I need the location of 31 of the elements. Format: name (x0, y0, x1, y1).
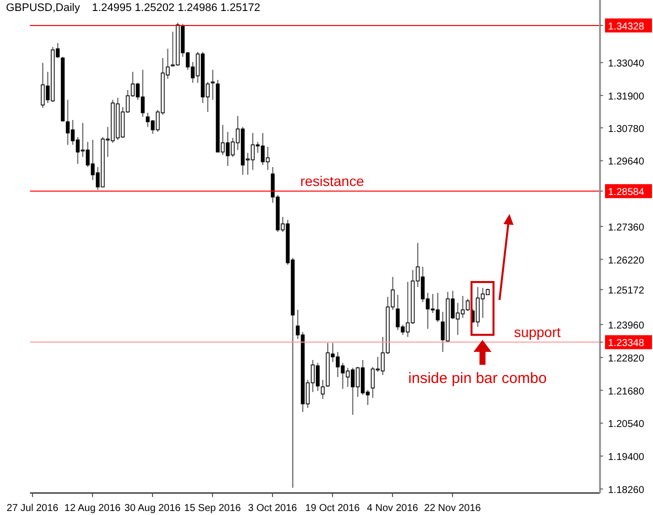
y-tick-label: 1.19400 (608, 452, 645, 464)
y-tick-label: 1.26220 (608, 255, 645, 266)
x-tick-label: 27 Jul 2016 (6, 503, 59, 514)
y-tick-label: 1.33040 (608, 58, 645, 70)
chart-title: GBPUSD,Daily (6, 2, 80, 14)
y-tick-label: 1.27360 (608, 222, 645, 234)
x-tick-label: 12 Aug 2016 (64, 503, 122, 514)
y-tick-label: 1.34328 (608, 21, 645, 32)
y-tick-label: 1.31900 (608, 91, 645, 102)
y-tick-label: 1.21680 (608, 386, 645, 398)
candlestick (320, 379, 325, 400)
y-tick-label: 1.25172 (608, 286, 645, 297)
x-tick-label: 22 Nov 2016 (424, 503, 482, 514)
y-tick-label: 1.22820 (608, 353, 645, 364)
chart-subtitle: 1.24995 1.25202 1.24986 1.25172 (92, 2, 260, 14)
y-tick-label: 1.30780 (608, 124, 645, 135)
x-tick-label: 30 Aug 2016 (124, 503, 182, 514)
x-tick-label: 15 Sep 2016 (184, 503, 242, 514)
y-tick-label: 1.28584 (608, 187, 645, 198)
ref-line-label: resistance (300, 173, 364, 190)
y-tick-label: 1.29640 (608, 156, 645, 168)
y-tick-label: 1.23348 (608, 338, 645, 350)
y-tick-label: 1.23960 (608, 320, 645, 332)
y-tick-label: 1.18260 (608, 484, 645, 496)
x-tick-label: 19 Oct 2016 (305, 503, 360, 514)
x-tick-label: 3 Oct 2016 (248, 503, 298, 514)
annotation: inside pin bar combo (408, 370, 547, 387)
candlestick (210, 69, 215, 100)
ref-line-label: support (514, 324, 561, 340)
y-tick-label: 1.20540 (608, 419, 645, 430)
x-tick-label: 4 Nov 2016 (366, 503, 419, 514)
